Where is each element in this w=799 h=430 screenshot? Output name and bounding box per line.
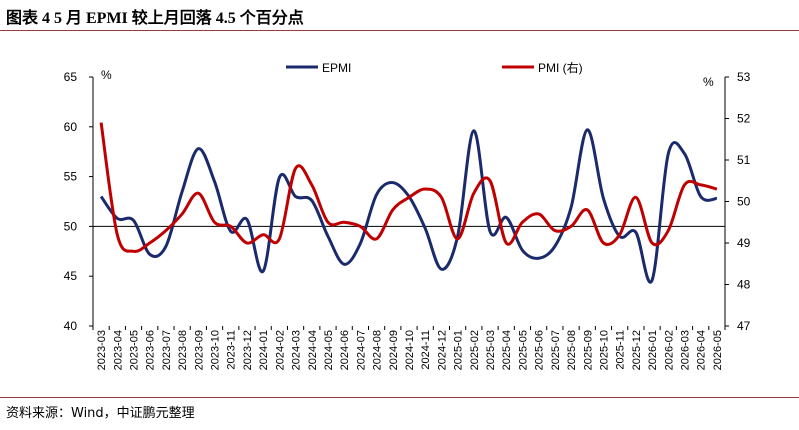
x-tick-label: 2025-12 [631,330,643,370]
x-tick-label: 2025-04 [501,330,513,370]
x-tick-label: 2024-02 [274,330,286,370]
x-tick-label: 2023-09 [193,330,205,370]
right-tick-label: 50 [737,195,751,209]
x-tick-label: 2024-03 [291,330,303,370]
x-tick-label: 2024-12 [436,330,448,370]
figure-title: 图表 4 5 月 EPMI 较上月回落 4.5 个百分点 [6,10,304,27]
x-tick-label: 2024-08 [372,330,384,370]
right-tick-label: 51 [737,153,751,167]
x-axis-ticks: 2023-03 2023-04 2023-05 2023-06 2023-07 2023-… [92,326,726,370]
left-tick-label: 55 [64,170,78,184]
source-divider [0,397,799,398]
x-tick-label: 2026-04 [696,330,708,370]
x-tick-label: 2024-07 [355,330,367,370]
x-tick-label: 2024-01 [258,330,270,370]
source-note: 资料来源：Wind，中证鹏元整理 [6,406,195,421]
x-tick-label: 2023-07 [161,330,173,370]
series-layer [99,122,718,284]
legend: EPMI PMI (右) [286,60,583,75]
x-tick-label: 2024-05 [323,330,335,370]
right-axis-unit: % [703,75,714,89]
left-axis-unit: % [101,68,112,82]
x-tick-label: 2026-03 [679,330,691,370]
x-tick-label: 2025-09 [582,330,594,370]
x-tick-label: 2025-10 [598,330,610,370]
x-tick-label: 2023-08 [177,330,189,370]
series-line-epmi [99,128,718,284]
x-tick-label: 2024-04 [307,330,319,370]
left-tick-label: 45 [64,269,78,283]
x-tick-label: 2025-01 [453,330,465,370]
x-tick-label: 2024-06 [339,330,351,370]
x-tick-label: 2025-06 [534,330,546,370]
series-line-pmi [99,122,718,253]
x-tick-label: 2024-11 [420,330,432,370]
x-tick-label: 2023-03 [96,330,108,370]
x-tick-label: 2025-08 [566,330,578,370]
x-tick-label: 2023-04 [112,330,124,370]
left-tick-label: 65 [64,70,78,84]
right-tick-label: 48 [737,278,751,292]
x-tick-label: 2025-03 [485,330,497,370]
x-tick-label: 2026-05 [712,330,724,370]
legend-label-epmi: EPMI [322,61,351,75]
x-tick-label: 2025-02 [469,330,481,370]
right-axis-ticks: 47 48 49 50 51 52 53 [725,70,751,333]
left-tick-label: 50 [64,219,78,233]
left-tick-label: 40 [64,319,78,333]
right-tick-label: 47 [737,319,751,333]
x-tick-label: 2025-11 [615,330,627,370]
x-tick-label: 2023-06 [145,330,157,370]
x-tick-label: 2025-05 [517,330,529,370]
x-tick-label: 2024-10 [404,330,416,370]
x-tick-label: 2023-10 [210,330,222,370]
right-tick-label: 52 [737,112,751,126]
legend-label-pmi: PMI (右) [538,60,583,75]
title-divider [0,30,799,31]
x-tick-label: 2024-09 [388,330,400,370]
x-tick-label: 2026-02 [663,330,675,370]
left-axis-ticks: 40 45 50 55 60 65 [64,70,93,333]
right-tick-label: 53 [737,70,751,84]
x-tick-label: 2023-11 [226,330,238,370]
left-tick-label: 60 [64,120,78,134]
x-tick-label: 2023-05 [129,330,141,370]
x-tick-label: 2023-12 [242,330,254,370]
x-tick-label: 2026-01 [647,330,659,370]
right-tick-label: 49 [737,236,751,250]
x-tick-label: 2025-07 [550,330,562,370]
